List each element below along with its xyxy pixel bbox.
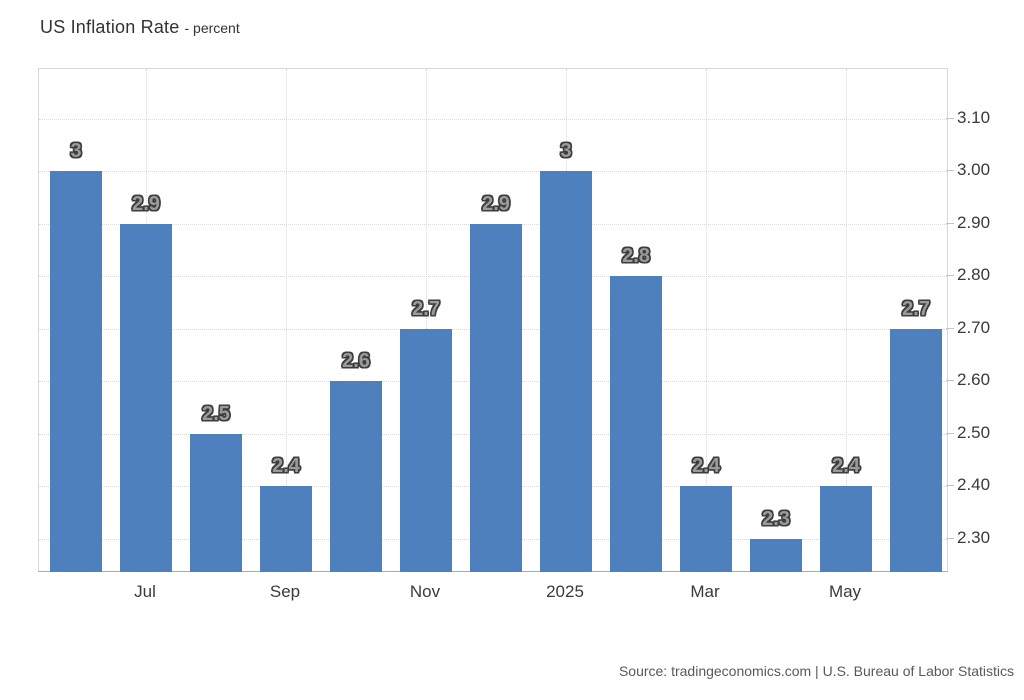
x-axis-label: Mar [690,582,720,601]
bar-value-label: 3 [70,140,82,163]
v-gridline [706,69,707,571]
y-axis-tick [946,222,954,224]
bar-value-label: 2.5 [202,402,230,425]
chart-subtitle: - percent [184,20,240,36]
bar-value-label: 2.4 [272,455,300,478]
bar-value-label: 2.9 [132,192,160,215]
v-gridline [286,69,287,571]
chart-header: US Inflation Rate - percent [40,17,240,38]
source-attribution: Source: tradingeconomics.com | U.S. Bure… [618,663,1014,679]
plot-area: 3 2.9 2.5 2.4 2.6 2.7 2.9 3 2.8 2.4 2.3 2.4 2.7 [38,68,948,572]
y-axis-label: 2.70 [957,317,991,337]
bar-value-label: 2.4 [692,455,720,478]
bar[interactable] [610,276,662,572]
h-gridline [39,171,947,173]
y-axis-label: 2.50 [957,422,991,442]
x-axis-label: Jul [134,582,156,601]
y-axis-tick [946,117,954,119]
bar[interactable] [400,328,452,572]
bar-value-label: 2.9 [482,192,510,215]
y-axis-label: 3.00 [957,160,991,180]
bar-value-label: 2.8 [622,245,650,268]
bar[interactable] [50,171,102,572]
x-axis-label: 2025 [546,582,584,601]
bar-value-label: 2.4 [832,455,860,478]
bar-value-label: 2.3 [762,507,790,530]
v-gridline [426,69,427,571]
bar-value-label: 2.7 [902,297,930,320]
y-axis-tick [946,380,954,382]
y-axis-label: 3.10 [957,107,991,127]
bar[interactable] [890,328,942,572]
y-axis-tick [946,485,954,487]
bar[interactable] [260,486,312,572]
x-axis-label: Nov [409,582,441,601]
y-axis-tick [946,327,954,329]
x-axis-label: May [828,582,862,601]
bar[interactable] [750,538,802,572]
x-axis-label: Sep [269,582,301,601]
bar[interactable] [540,171,592,572]
bar-value-label: 3 [560,140,572,163]
bar-value-label: 2.6 [342,350,370,373]
y-axis-label: 2.40 [957,475,991,495]
h-gridline [39,118,947,120]
y-axis-tick [946,275,954,277]
y-axis-tick [946,432,954,434]
bar[interactable] [120,223,172,572]
bar[interactable] [820,486,872,572]
y-axis-label: 2.90 [957,212,991,232]
bar-value-label: 2.7 [412,297,440,320]
y-axis-label: 2.30 [957,527,991,547]
chart-title: US Inflation Rate [40,17,180,37]
bar[interactable] [190,433,242,572]
v-gridline [846,69,847,571]
y-axis-label: 2.60 [957,370,991,390]
bar[interactable] [680,486,732,572]
y-axis-tick [946,537,954,539]
bar[interactable] [330,381,382,572]
y-axis-label: 2.80 [957,265,991,285]
y-axis-tick [946,170,954,172]
bar[interactable] [470,223,522,572]
